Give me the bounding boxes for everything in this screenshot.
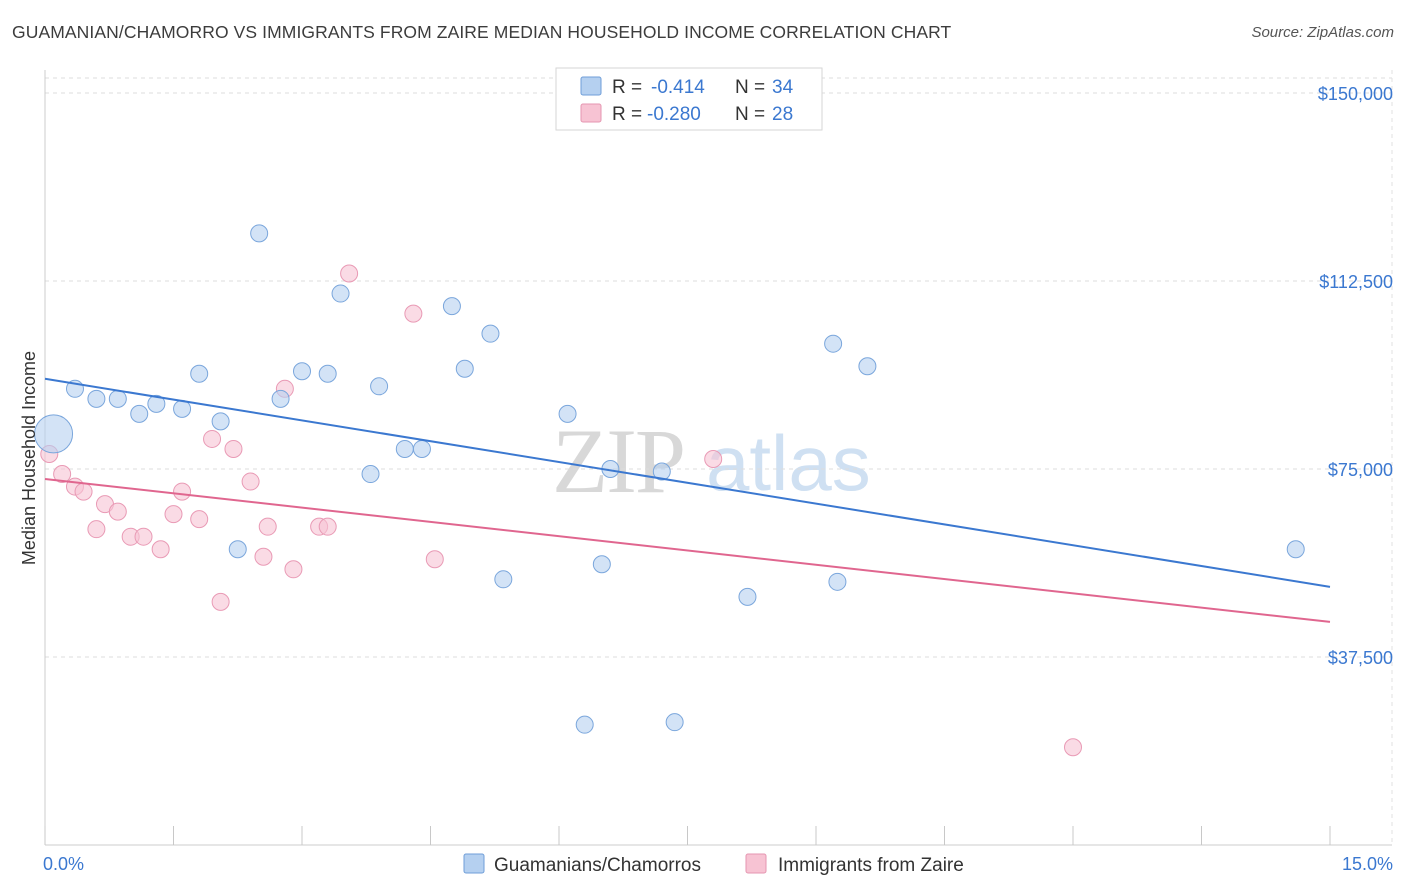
- y-tick-labels: $37,500 $75,000 $112,500 $150,000: [1318, 84, 1393, 668]
- point-zaire-24: [404, 304, 423, 323]
- trend-line-guamanian: [44, 377, 1331, 588]
- point-guamanian-2: [87, 389, 106, 408]
- point-zaire-16: [241, 472, 260, 491]
- point-guamanian-23: [558, 404, 577, 423]
- point-guamanian-25: [592, 555, 611, 574]
- legend-n-label-1: N =: [735, 77, 765, 98]
- legend-r-label-1: R =: [612, 77, 642, 98]
- point-guamanian-12: [293, 362, 311, 381]
- point-zaire-14: [211, 592, 230, 611]
- point-guamanian-15: [361, 465, 380, 484]
- point-guamanian-30: [824, 334, 843, 353]
- point-zaire-27: [1064, 738, 1082, 757]
- legend-swatch-pink: [580, 103, 602, 123]
- point-guamanian-18: [412, 439, 431, 458]
- point-guamanian-16: [370, 377, 389, 396]
- legend-swatch-blue: [580, 76, 602, 96]
- point-zaire-12: [190, 510, 209, 529]
- point-guamanian-31: [828, 572, 847, 591]
- point-guamanian-13: [318, 364, 337, 383]
- point-zaire-25: [425, 550, 444, 569]
- y-tick-label-3: $150,000: [1318, 84, 1393, 104]
- point-guamanian-32: [858, 357, 877, 376]
- point-guamanian-10: [250, 224, 269, 243]
- point-zaire-17: [254, 547, 273, 566]
- chart-title: GUAMANIAN/CHAMORRO VS IMMIGRANTS FROM ZA…: [12, 22, 952, 42]
- point-guamanian-8: [211, 412, 230, 431]
- point-guamanian-5: [147, 394, 166, 413]
- legend-r-value-1: -0.414: [651, 77, 705, 98]
- point-zaire-22: [318, 517, 337, 536]
- bottom-legend-label-2: Immigrants from Zaire: [778, 855, 964, 876]
- point-zaire-11: [173, 482, 192, 501]
- bottom-legend-swatch-blue: [463, 853, 485, 874]
- point-zaire-9: [151, 540, 170, 559]
- point-zaire-1: [53, 465, 72, 484]
- point-zaire-18: [258, 517, 277, 536]
- point-guamanian-27: [652, 462, 671, 481]
- y-tick-label-2: $112,500: [1319, 272, 1393, 292]
- y-tick-label-0: $37,500: [1328, 648, 1393, 668]
- point-guamanian-33: [1286, 540, 1305, 559]
- point-guamanian-7: [190, 364, 209, 383]
- point-guamanian-9: [228, 540, 247, 559]
- bottom-legend-label-1: Guamanians/Chamorros: [494, 855, 701, 876]
- watermark-atlas: atlas: [706, 419, 871, 507]
- y-tick-label-1: $75,000: [1328, 460, 1393, 480]
- legend-n-value-2: 28: [772, 104, 793, 125]
- point-zaire-23: [340, 264, 359, 283]
- point-guamanian-17: [395, 439, 414, 458]
- legend-r-value-2: -0.280: [647, 104, 701, 125]
- legend-n-value-1: 34: [772, 77, 794, 98]
- point-guamanian-29: [738, 587, 757, 606]
- trend-lines: [44, 377, 1331, 623]
- x-tick-labels: 0.0% 15.0%: [43, 854, 1393, 874]
- legend-n-label-2: N =: [735, 104, 765, 125]
- point-zaire-15: [224, 439, 243, 458]
- series-guamanians-chamorros: [34, 224, 1305, 734]
- point-zaire-13: [203, 429, 222, 448]
- point-guamanian-14: [331, 284, 350, 303]
- point-zaire-3: [74, 482, 93, 501]
- point-zaire-4: [87, 520, 106, 539]
- legend: R = -0.414 N = 34 R = -0.280 N = 28: [555, 67, 823, 131]
- bottom-legend: Guamanians/Chamorros Immigrants from Zai…: [463, 853, 964, 876]
- point-guamanian-11: [271, 389, 290, 408]
- source-label: Source: ZipAtlas.com: [1251, 24, 1394, 41]
- watermark: ZIP atlas: [552, 410, 871, 512]
- bottom-legend-swatch-pink: [745, 853, 767, 874]
- y-axis-title: Median Household Income: [19, 351, 39, 565]
- point-zaire-8: [134, 527, 153, 546]
- trend-line-zaire: [44, 478, 1331, 623]
- point-guamanian-19: [442, 297, 461, 316]
- watermark-zip: ZIP: [552, 410, 684, 512]
- point-zaire-6: [108, 502, 127, 521]
- point-guamanian-24: [575, 715, 594, 734]
- x-tick-label-1: 15.0%: [1342, 854, 1393, 874]
- point-guamanian-28: [665, 713, 684, 732]
- point-guamanian-3: [108, 389, 127, 408]
- legend-r-label-2: R =: [612, 104, 642, 125]
- point-guamanian-21: [481, 324, 500, 343]
- point-guamanian-0: [34, 414, 74, 454]
- point-guamanian-20: [455, 359, 474, 378]
- point-zaire-10: [164, 505, 183, 524]
- x-tick-label-0: 0.0%: [43, 854, 84, 874]
- point-guamanian-22: [494, 570, 513, 589]
- point-guamanian-4: [130, 404, 149, 423]
- point-zaire-26: [704, 449, 723, 468]
- point-zaire-20: [284, 560, 303, 579]
